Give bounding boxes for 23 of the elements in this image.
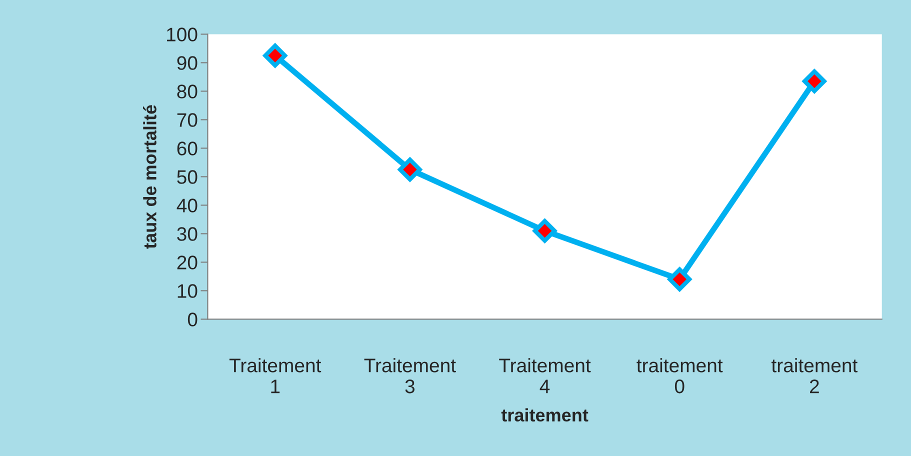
point [532, 218, 557, 243]
y-tick-label: 70 [177, 113, 198, 127]
y-tick-label: 0 [188, 312, 198, 326]
point [398, 158, 422, 182]
point [263, 44, 288, 68]
y-tick-label: 30 [177, 227, 198, 241]
y-tick-label: 100 [167, 28, 198, 42]
x-tick-label: Traitement 3 [364, 358, 456, 394]
y-tick-label: 50 [177, 170, 198, 184]
y-axis-title: taux de mortalité [143, 105, 156, 249]
point [802, 69, 826, 94]
y-tick-label: 10 [178, 284, 198, 298]
y-tick-label: 90 [177, 56, 198, 70]
x-axis-title: traitement [501, 408, 588, 422]
point [668, 267, 692, 292]
y-tick-label: 60 [177, 142, 198, 156]
x-tick-label: traitement 2 [772, 358, 858, 394]
y-tick-label: 80 [177, 84, 198, 98]
x-tick-label: Traitement 4 [499, 358, 591, 394]
x-tick-label: Traitement 1 [229, 358, 322, 394]
y-tick-label: 20 [177, 256, 198, 270]
x-tick-label: traitement 0 [636, 358, 723, 394]
y-tick-label: 40 [176, 198, 198, 212]
